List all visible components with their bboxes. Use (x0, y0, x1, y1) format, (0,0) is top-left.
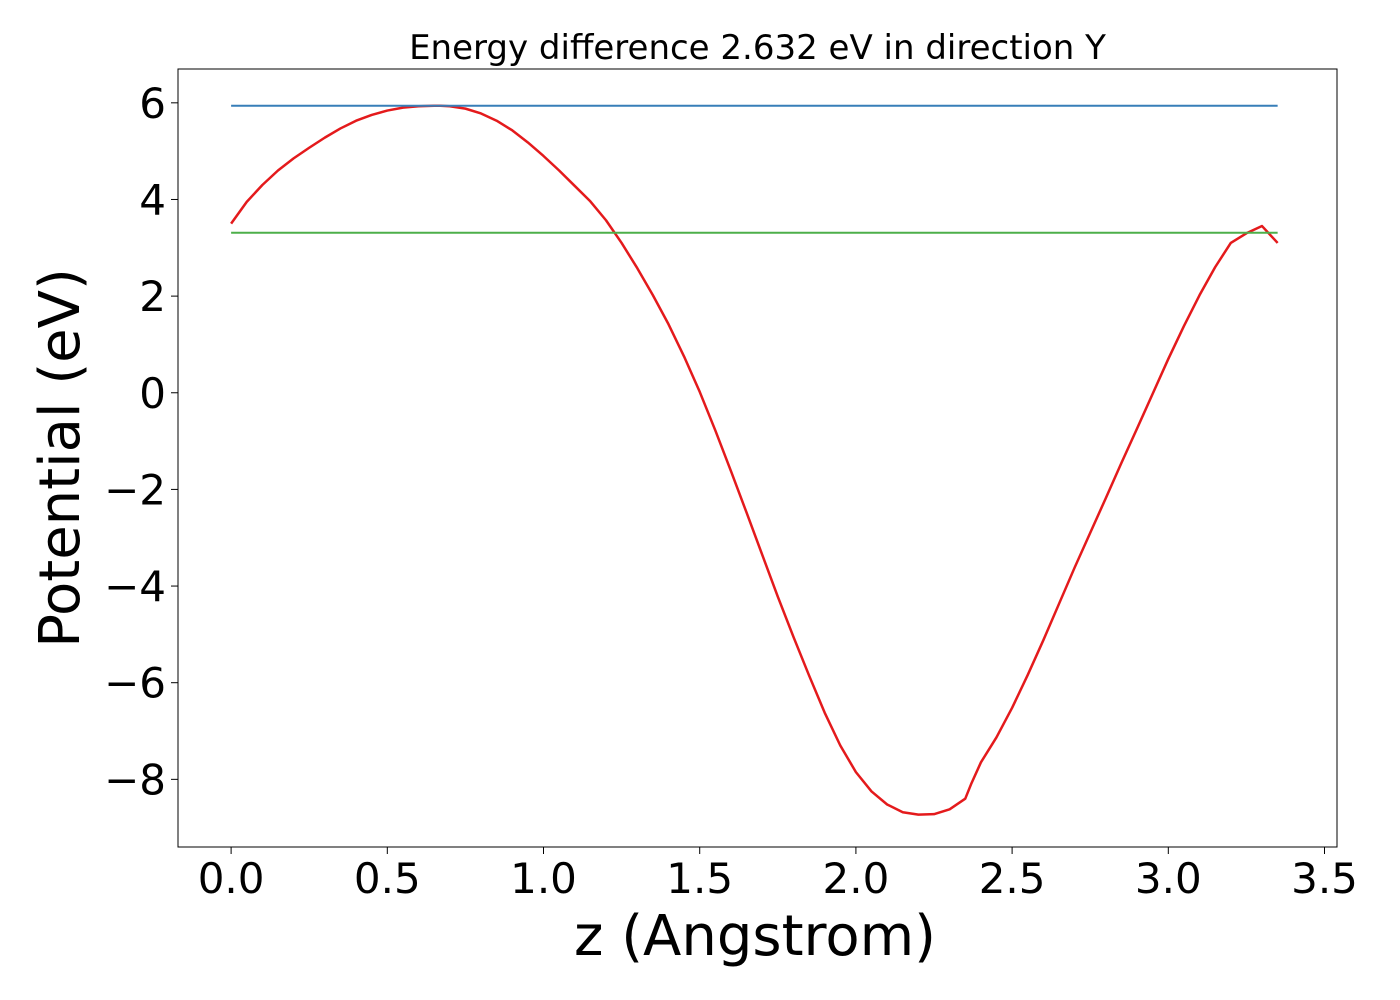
x-tick-label: 3.5 (1291, 854, 1358, 903)
y-axis-label: Potential (eV) (28, 268, 93, 648)
x-tick-label: 0.0 (198, 854, 265, 903)
x-axis-label: z (Angstrom) (574, 904, 936, 969)
x-tick-label: 1.5 (666, 854, 733, 903)
x-tick-label: 2.0 (823, 854, 890, 903)
y-tick-label: −8 (104, 755, 166, 804)
x-axis-ticks: 0.0 0.5 1.0 1.5 2.0 2.5 3.0 3.5 (198, 847, 1358, 903)
x-tick-label: 2.5 (979, 854, 1046, 903)
chart-title: Energy difference 2.632 eV in direction … (409, 28, 1106, 68)
x-tick-label: 0.5 (354, 854, 421, 903)
y-tick-label: −6 (104, 659, 166, 708)
y-tick-label: 0 (139, 369, 166, 418)
y-tick-label: 6 (139, 79, 166, 128)
y-tick-label: 2 (139, 272, 166, 321)
y-axis-ticks: 6 4 2 0 −2 −4 −6 −8 (104, 79, 178, 804)
x-tick-label: 1.0 (510, 854, 577, 903)
y-tick-label: −4 (104, 562, 166, 611)
series-line-0 (230, 104, 1279, 816)
series-layer (230, 104, 1279, 816)
x-tick-label: 3.0 (1135, 854, 1202, 903)
plot-frame (177, 68, 1338, 848)
y-tick-label: −2 (104, 465, 166, 514)
y-tick-label: 4 (139, 175, 166, 224)
